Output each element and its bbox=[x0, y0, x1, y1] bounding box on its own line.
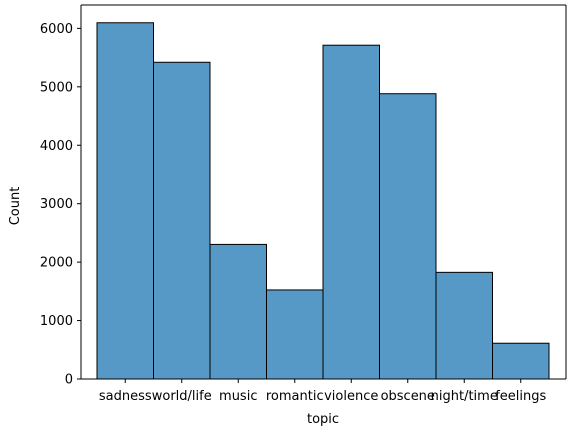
bar-night-time bbox=[435, 271, 493, 380]
y-tick-label: 2000 bbox=[40, 256, 73, 271]
x-axis-title: topic bbox=[307, 412, 339, 427]
x-tick-label: sadness bbox=[99, 389, 152, 404]
x-tick-label: world/life bbox=[152, 389, 212, 404]
bars-group bbox=[96, 22, 550, 380]
x-tick-label: night/time bbox=[431, 389, 498, 404]
bar-world-life bbox=[153, 61, 211, 380]
x-tick-label: music bbox=[219, 389, 257, 404]
y-tick-label: 0 bbox=[65, 373, 73, 388]
y-tick-label: 6000 bbox=[40, 22, 73, 37]
x-tick-label: feelings bbox=[495, 389, 546, 404]
y-tick-label: 1000 bbox=[40, 314, 73, 329]
bar-sadness bbox=[96, 22, 154, 380]
y-tick-label: 3000 bbox=[40, 197, 73, 212]
y-axis: 0 1000 2000 3000 4000 5000 6000 bbox=[40, 5, 82, 388]
y-tick-label: 5000 bbox=[40, 80, 73, 95]
x-tick-label: obscene bbox=[381, 389, 435, 404]
y-axis-title: Count bbox=[8, 187, 23, 226]
y-tick-label: 4000 bbox=[40, 139, 73, 154]
bar-romantic bbox=[266, 289, 324, 380]
bar-obscene bbox=[379, 93, 437, 380]
bar-violence bbox=[322, 44, 380, 380]
x-tick-label: romantic bbox=[266, 389, 324, 404]
bar-feelings bbox=[492, 342, 550, 380]
bar-music bbox=[209, 243, 267, 380]
x-axis: sadness world/life music romantic violence ob… bbox=[81, 378, 566, 404]
x-tick-label: violence bbox=[324, 389, 378, 404]
